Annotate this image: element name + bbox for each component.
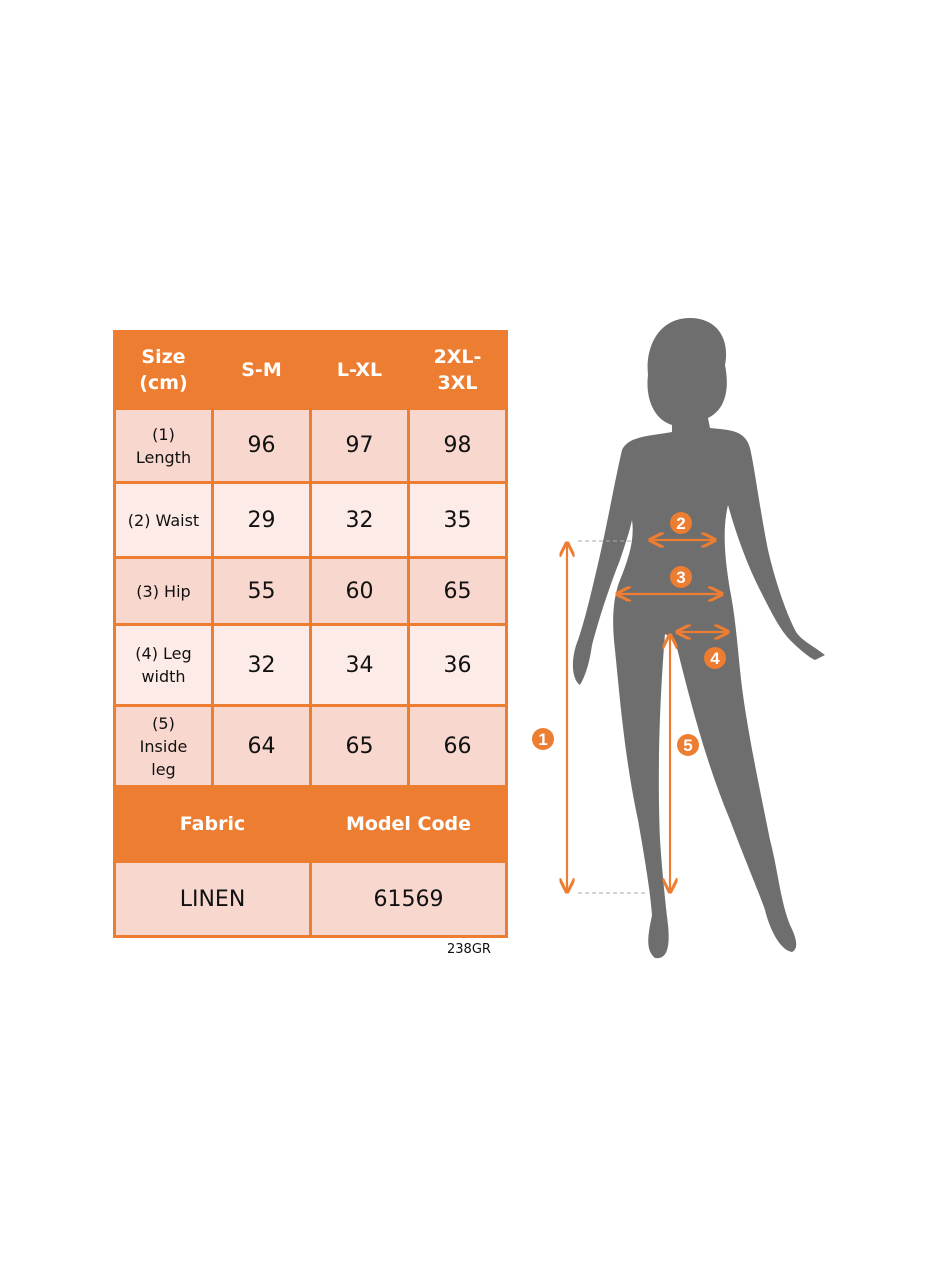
cell: 36	[407, 623, 508, 707]
header-cell: 2XL-3XL	[407, 330, 508, 410]
row-label: (5) Inside leg	[113, 704, 214, 788]
header-cell: S-M	[211, 330, 312, 410]
cell: 35	[407, 481, 508, 559]
cell: 32	[309, 481, 410, 559]
cell: 65	[407, 556, 508, 626]
marker-1: 1	[538, 730, 547, 749]
fabric-header: Fabric	[113, 785, 312, 863]
cell: 97	[309, 407, 410, 484]
table-row: (1) Length 96 97 98	[113, 407, 508, 484]
table-row: (2) Waist 29 32 35	[113, 481, 508, 559]
row-label: (2) Waist	[113, 481, 214, 559]
row-label: (1) Length	[113, 407, 214, 484]
cell: 60	[309, 556, 410, 626]
table-row: (4) Leg width 32 34 36	[113, 623, 508, 707]
marker-4: 4	[710, 649, 720, 668]
table-row: (5) Inside leg 64 65 66	[113, 704, 508, 788]
product-code: 238GR	[447, 942, 491, 957]
cell: 29	[211, 481, 312, 559]
cell: 98	[407, 407, 508, 484]
footer-row: LINEN 61569	[113, 860, 508, 938]
cell: 32	[211, 623, 312, 707]
cell: 34	[309, 623, 410, 707]
size-chart-table: Size (cm) S-M L-XL 2XL-3XL (1) Length 96…	[113, 330, 508, 938]
header-cell: L-XL	[309, 330, 410, 410]
cell: 66	[407, 704, 508, 788]
model-code-value: 61569	[309, 860, 508, 938]
cell: 96	[211, 407, 312, 484]
cell: 64	[211, 704, 312, 788]
row-label: (3) Hip	[113, 556, 214, 626]
header-cell: Size (cm)	[113, 330, 214, 410]
table-row: (3) Hip 55 60 65	[113, 556, 508, 626]
row-label: (4) Leg width	[113, 623, 214, 707]
marker-3: 3	[676, 568, 685, 587]
cell: 55	[211, 556, 312, 626]
marker-2: 2	[676, 514, 685, 533]
model-code-header: Model Code	[309, 785, 508, 863]
marker-5: 5	[683, 736, 692, 755]
fabric-value: LINEN	[113, 860, 312, 938]
woman-silhouette	[572, 318, 825, 959]
cell: 65	[309, 704, 410, 788]
footer-header-row: Fabric Model Code	[113, 785, 508, 863]
header-row: Size (cm) S-M L-XL 2XL-3XL	[113, 330, 508, 410]
